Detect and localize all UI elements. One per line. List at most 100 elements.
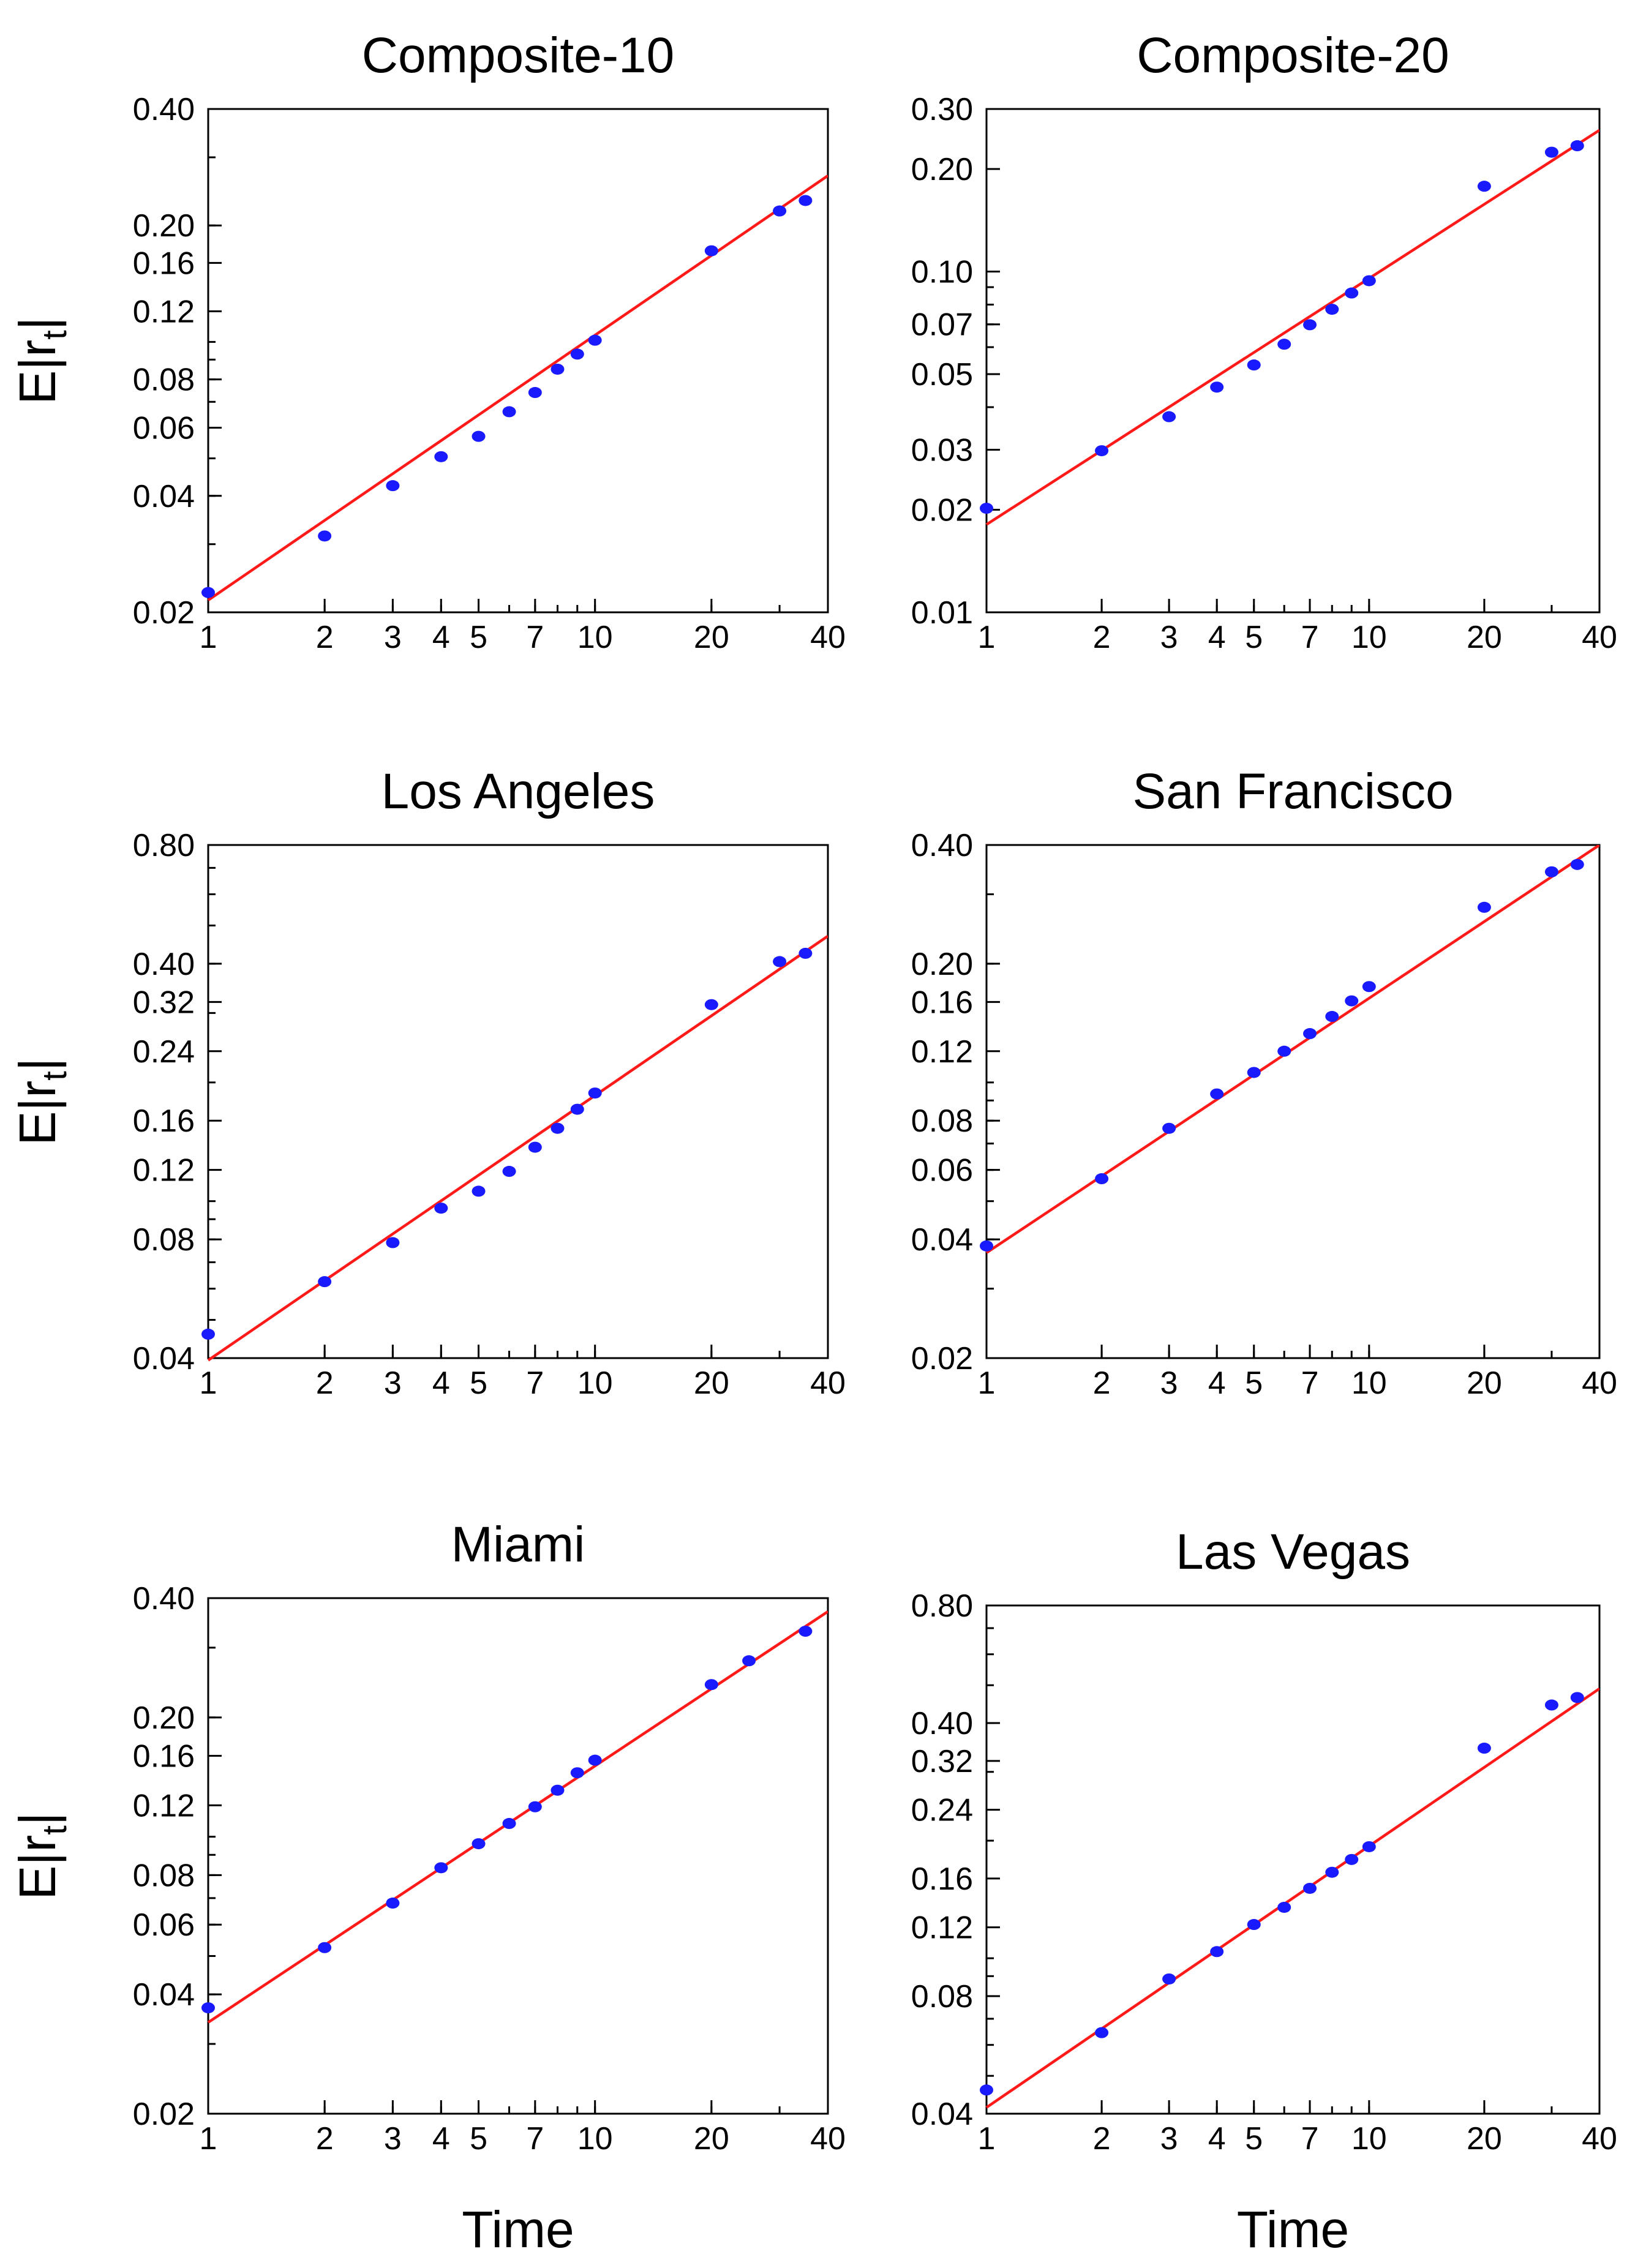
y-tick-label: 0.24 — [133, 1034, 195, 1070]
y-tick-label: 0.08 — [133, 362, 195, 398]
y-tick-label: 0.04 — [911, 1222, 973, 1258]
data-point — [1277, 339, 1291, 350]
y-tick-label: 0.08 — [133, 1858, 195, 1893]
y-axis-label-subscript: t — [35, 1825, 73, 1835]
chart-title: Miami — [451, 1517, 585, 1572]
chart-title: Composite-20 — [1137, 28, 1449, 83]
data-point — [1362, 275, 1376, 287]
data-point — [570, 1103, 584, 1115]
data-point — [1477, 901, 1491, 913]
data-point — [1247, 1067, 1261, 1078]
data-point — [1477, 1743, 1491, 1754]
data-point — [386, 480, 400, 492]
fit-line — [207, 175, 828, 602]
data-point — [773, 205, 787, 217]
data-point — [1162, 1122, 1176, 1134]
y-tick-label: 0.05 — [911, 357, 973, 392]
y-tick-label: 0.07 — [911, 307, 973, 343]
x-tick-label: 3 — [1160, 2121, 1178, 2157]
y-tick-label: 0.80 — [133, 828, 195, 863]
y-tick-label: 0.06 — [133, 1907, 195, 1943]
y-tick-label: 0.80 — [911, 1588, 973, 1624]
plot-frame — [207, 1597, 829, 2115]
y-tick-label: 0.20 — [911, 152, 973, 187]
plot-frame — [207, 108, 829, 614]
data-point — [1544, 1699, 1558, 1711]
x-tick-label: 10 — [577, 620, 613, 655]
x-tick-label: 1 — [978, 2121, 996, 2157]
y-tick-label: 0.12 — [911, 1910, 973, 1946]
y-tick-label: 0.12 — [911, 1034, 973, 1070]
y-tick-label: 0.40 — [133, 947, 195, 982]
fit-line — [207, 1610, 828, 2024]
data-point — [1303, 1882, 1317, 1894]
data-point — [551, 363, 565, 375]
chart-title: Las Vegas — [1176, 1524, 1410, 1580]
plot-data — [980, 845, 1599, 1254]
x-tick-label: 1 — [200, 620, 217, 655]
data-point — [551, 1784, 565, 1796]
data-point — [588, 1087, 602, 1099]
y-axis-label-end: | — [9, 1057, 66, 1071]
y-tick-label: 0.12 — [133, 294, 195, 329]
data-point — [980, 503, 993, 514]
x-tick-label: 5 — [470, 1365, 487, 1401]
data-point — [1362, 981, 1376, 993]
data-point — [1095, 2027, 1109, 2038]
data-point — [570, 348, 584, 360]
data-point — [434, 1203, 448, 1214]
y-tick-label: 0.04 — [911, 2097, 973, 2132]
data-point — [434, 1862, 448, 1874]
x-tick-label: 4 — [432, 1365, 450, 1401]
data-point — [502, 1818, 516, 1830]
fit-line — [985, 129, 1599, 526]
x-tick-label: 10 — [1351, 1365, 1387, 1401]
chart-panel-5: Miami 1 2 3 4 5 7 10 20 40 0.02 0.04 0.06 0.08 0.12 0.1… — [9, 1517, 846, 2258]
x-tick-label: 40 — [1582, 2121, 1617, 2157]
x-tick-label: 7 — [1301, 620, 1319, 655]
data-point — [528, 387, 542, 399]
data-point — [588, 334, 602, 346]
data-point — [201, 1328, 215, 1340]
x-tick-label: 10 — [1351, 2121, 1387, 2157]
data-point — [1277, 1901, 1291, 1913]
x-tick-label: 3 — [1160, 620, 1178, 655]
x-tick-label: 7 — [1301, 1365, 1319, 1401]
x-tick-label: 4 — [432, 620, 450, 655]
x-tick-label: 40 — [810, 620, 846, 655]
plot-data — [201, 175, 828, 602]
data-point — [502, 1166, 516, 1177]
fit-line — [985, 1687, 1599, 2109]
y-tick-label: 0.24 — [911, 1793, 973, 1828]
chart-panel-3: Los Angeles 1 2 3 4 5 7 10 20 40 0.04 0.08 0.12 0.16 0… — [9, 764, 846, 1401]
y-tick-label: 0.16 — [911, 1861, 973, 1897]
y-axis-label: E|rt| — [9, 317, 73, 404]
y-axis-label-main: E|r — [9, 1081, 66, 1146]
data-point — [318, 530, 332, 542]
y-tick-label: 0.12 — [133, 1153, 195, 1188]
x-tick-label: 2 — [1093, 1365, 1111, 1401]
data-point — [799, 195, 813, 206]
fit-line — [207, 934, 828, 1362]
x-tick-label: 20 — [1467, 2121, 1502, 2157]
data-point — [551, 1122, 565, 1134]
data-point — [1362, 1841, 1376, 1852]
x-tick-label: 1 — [978, 1365, 996, 1401]
y-axis-label: E|rt| — [9, 1057, 73, 1145]
y-axis-label-main: E|r — [9, 1835, 66, 1900]
data-point — [1303, 319, 1317, 331]
y-axis-label-subscript: t — [35, 1071, 73, 1081]
data-point — [472, 1185, 486, 1197]
y-tick-label: 0.06 — [133, 411, 195, 446]
y-tick-label: 0.20 — [133, 208, 195, 244]
y-tick-label: 0.04 — [133, 1977, 195, 2013]
data-point — [980, 2084, 993, 2096]
y-tick-label: 0.02 — [133, 595, 195, 631]
x-tick-label: 3 — [384, 2121, 402, 2157]
chart-panel-1: Composite-10 1 2 3 4 5 7 10 20 40 0.02 0.04 0.06 0.08… — [9, 28, 846, 655]
data-point — [1325, 1011, 1339, 1023]
plot-data — [980, 1687, 1599, 2109]
x-tick-label: 40 — [810, 2121, 846, 2157]
x-tick-label: 1 — [200, 1365, 217, 1401]
data-point — [704, 999, 718, 1010]
